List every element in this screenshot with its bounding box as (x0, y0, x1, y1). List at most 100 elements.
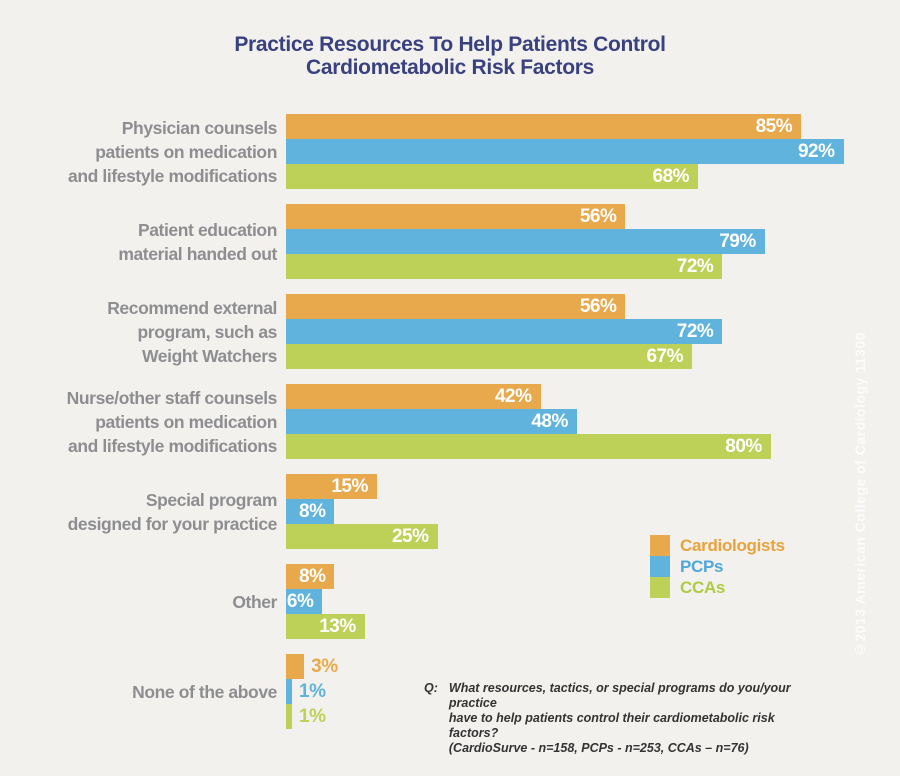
value-label: 25% (391, 525, 429, 547)
value-label: 80% (725, 435, 762, 457)
value-label: 13% (319, 615, 356, 637)
legend-swatch (650, 556, 670, 577)
bar-ccas: 13% (286, 614, 365, 639)
bar-row: 13% (286, 614, 900, 639)
bar-cardiologists: 56% (286, 294, 626, 319)
bar-row: 8% (286, 564, 900, 589)
value-label: 56% (579, 205, 617, 227)
bar-row: 85% (286, 114, 900, 139)
bar-ccas: 80% (286, 434, 771, 459)
bar-row: 79% (286, 229, 900, 254)
category-label: Patient education material handed out (118, 219, 277, 264)
bar-cardiologists: 8% (286, 564, 335, 589)
bar-row: 15% (286, 474, 900, 499)
legend-item-pcps: PCPs (650, 556, 785, 577)
legend: Cardiologists PCPs CCAs (650, 535, 785, 598)
bar-pcps: 8% (286, 499, 335, 524)
bar-pcps: 92% (286, 139, 844, 164)
bar-ccas: 25% (286, 524, 438, 549)
category-bars: 56% 72% 67% (286, 294, 900, 369)
category-group: Physician counsels patients on medication… (0, 114, 900, 189)
legend-item-ccas: CCAs (650, 577, 785, 598)
chart-title-line2: Cardiometabolic Risk Factors (305, 56, 595, 79)
category-bars: 8% 6% 13% (286, 564, 900, 639)
category-label: Other (232, 591, 277, 612)
bar-row: 67% (286, 344, 900, 369)
chart-title-line1: Practice Resources To Help Patients Cont… (234, 33, 666, 56)
value-label: 56% (579, 295, 617, 317)
legend-label: Cardiologists (680, 535, 785, 555)
bar-row: 92% (286, 139, 900, 164)
category-group: Other 8% 6% 13% (0, 564, 900, 639)
value-label: 79% (719, 230, 756, 252)
footnote-line: have to help patients control their card… (448, 711, 775, 740)
value-label: 42% (494, 385, 532, 407)
bar-pcps: 79% (286, 229, 765, 254)
value-label: 1% (299, 680, 326, 702)
value-label: 8% (299, 500, 326, 522)
bar-ccas: 67% (286, 344, 693, 369)
bar-row: 25% (286, 524, 900, 549)
category-group: Nurse/other staff counsels patients on me… (0, 384, 900, 459)
footnote-text: What resources, tactics, or special prog… (449, 681, 804, 756)
bar-cardiologists: 15% (286, 474, 377, 499)
bar-row: 56% (286, 294, 900, 319)
bar-chart: Physician counsels patients on medication… (0, 114, 900, 744)
category-label: Recommend external program, such as Weight… (107, 297, 277, 366)
category-label: Nurse/other staff counsels patients on me… (66, 387, 278, 456)
category-bars: 42% 48% 80% (286, 384, 900, 459)
category-group: Special program designed for your practic… (0, 474, 900, 549)
bar-row: 1% (286, 679, 900, 704)
bar-ccas (286, 704, 293, 729)
bar-pcps: 72% (286, 319, 723, 344)
bar-row: 48% (286, 409, 900, 434)
value-label: 15% (331, 475, 368, 497)
value-label: 92% (797, 140, 835, 162)
legend-item-cardiologists: Cardiologists (650, 535, 785, 556)
value-label: 1% (299, 705, 326, 727)
category-label: Physician counsels patients on medication… (68, 117, 277, 186)
category-bars: 85% 92% 68% (286, 114, 900, 189)
bar-cardiologists: 56% (286, 204, 626, 229)
bar-cardiologists: 42% (286, 384, 541, 409)
bar-cardiologists: 85% (286, 114, 802, 139)
footnote: Q: What resources, tactics, or special p… (424, 681, 804, 756)
footnote-line: (CardioSurve - n=158, PCPs - n=253, CCAs… (448, 741, 749, 755)
bar-row: 72% (286, 319, 900, 344)
bar-row: 8% (286, 499, 900, 524)
category-group: Recommend external program, such as Weight… (0, 294, 900, 369)
category-bars: 3% 1% 1% (286, 654, 900, 729)
bar-row: 72% (286, 254, 900, 279)
legend-swatch (650, 577, 670, 598)
bar-row: 42% (286, 384, 900, 409)
footnote-line: What resources, tactics, or special prog… (448, 681, 791, 710)
value-label: 3% (311, 655, 338, 677)
copyright-watermark: ©2013 American College of Cardiology 113… (852, 332, 868, 658)
legend-swatch (650, 535, 670, 556)
bar-row: 80% (286, 434, 900, 459)
bar-pcps: 48% (286, 409, 577, 434)
value-label: 72% (676, 255, 714, 277)
chart-title: Practice Resources To Help Patients Cont… (0, 33, 900, 79)
category-label: None of the above (132, 681, 277, 702)
value-label: 6% (286, 590, 314, 612)
footnote-question-prefix: Q: (424, 681, 438, 695)
bar-ccas: 72% (286, 254, 723, 279)
category-bars: 56% 79% 72% (286, 204, 900, 279)
bar-row: 6% (286, 589, 900, 614)
value-label: 48% (531, 410, 568, 432)
bar-pcps: 6% (286, 589, 323, 614)
value-label: 8% (299, 565, 326, 587)
value-label: 85% (755, 115, 793, 137)
bar-row: 56% (286, 204, 900, 229)
bar-row: 68% (286, 164, 900, 189)
bar-pcps (286, 679, 293, 704)
legend-label: CCAs (680, 577, 726, 597)
value-label: 67% (646, 345, 684, 367)
category-group: Patient education material handed out 56% 7… (0, 204, 900, 279)
bar-ccas: 68% (286, 164, 699, 189)
value-label: 68% (652, 165, 690, 187)
bar-row: 3% (286, 654, 900, 679)
bar-row: 1% (286, 704, 900, 729)
